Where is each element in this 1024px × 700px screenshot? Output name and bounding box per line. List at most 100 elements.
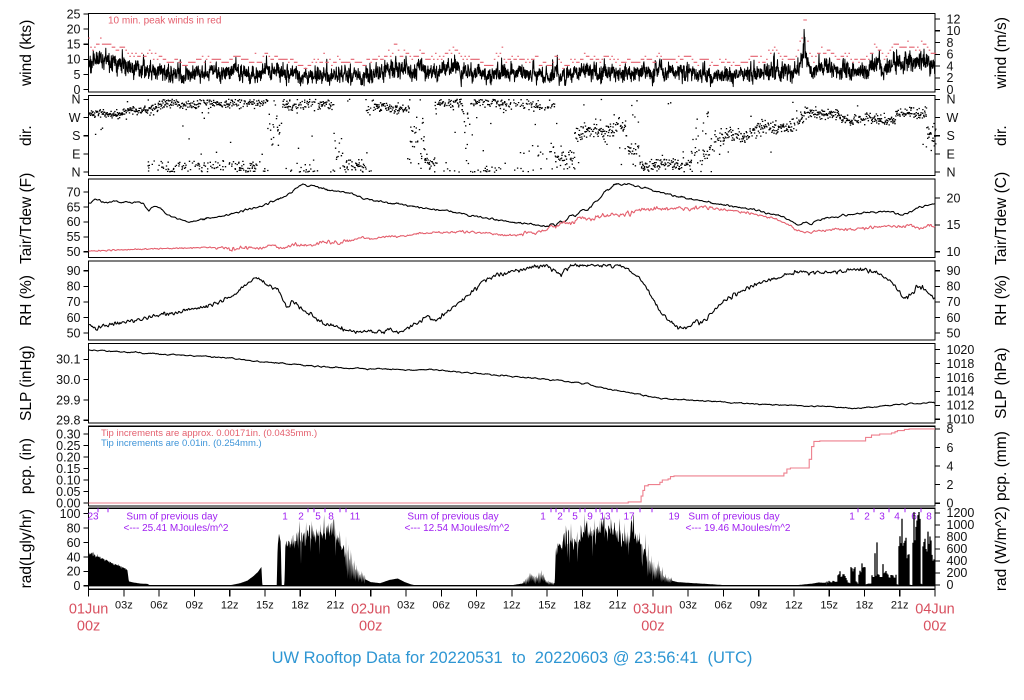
svg-text:06z: 06z — [432, 600, 450, 612]
svg-text:100: 100 — [60, 507, 81, 521]
svg-text:8: 8 — [947, 36, 954, 50]
svg-text:N: N — [71, 166, 80, 180]
svg-text:04Jun: 04Jun — [915, 602, 955, 618]
svg-text:rad (W/m^2): rad (W/m^2) — [993, 506, 1010, 591]
svg-text:1000: 1000 — [947, 518, 975, 532]
svg-text:rad(Lgly/hr): rad(Lgly/hr) — [18, 509, 35, 588]
svg-text:Tip increments are approx. 0.0: Tip increments are approx. 0.00171in. (0… — [101, 428, 317, 439]
svg-text:80: 80 — [67, 280, 81, 294]
svg-text:60: 60 — [947, 311, 961, 325]
svg-text:15z: 15z — [820, 600, 838, 612]
svg-text:2: 2 — [947, 478, 954, 492]
svg-text:80: 80 — [67, 521, 81, 535]
svg-text:1200: 1200 — [947, 506, 975, 520]
svg-text:0: 0 — [947, 578, 954, 592]
svg-text:1012: 1012 — [947, 399, 975, 413]
svg-text:200: 200 — [947, 566, 968, 580]
svg-text:0.00: 0.00 — [56, 496, 80, 510]
svg-text:0: 0 — [947, 83, 954, 97]
svg-text:6: 6 — [947, 441, 954, 455]
svg-text:10: 10 — [67, 53, 81, 67]
svg-text:10 min. peak winds in red: 10 min. peak winds in red — [108, 16, 221, 27]
svg-text:1: 1 — [282, 512, 288, 523]
svg-text:9: 9 — [587, 512, 593, 523]
svg-text:21z: 21z — [891, 600, 909, 612]
svg-text:S: S — [72, 129, 80, 143]
svg-text:25: 25 — [67, 7, 81, 21]
svg-text:0.20: 0.20 — [56, 450, 80, 464]
svg-text:70: 70 — [67, 295, 81, 309]
svg-text:0.25: 0.25 — [56, 439, 80, 453]
svg-text:29.8: 29.8 — [56, 414, 80, 428]
svg-text:09z: 09z — [468, 600, 486, 612]
svg-text:40: 40 — [67, 550, 81, 564]
svg-text:10: 10 — [947, 24, 961, 38]
svg-text:60: 60 — [67, 536, 81, 550]
svg-text:1020: 1020 — [947, 343, 975, 357]
svg-text:1018: 1018 — [947, 357, 975, 371]
svg-text:03z: 03z — [679, 600, 697, 612]
svg-text:5: 5 — [572, 512, 578, 523]
svg-text:90: 90 — [67, 264, 81, 278]
svg-text:0: 0 — [947, 497, 954, 511]
svg-text:0: 0 — [74, 83, 81, 97]
svg-text:00z: 00z — [923, 619, 946, 635]
svg-text:W: W — [69, 111, 81, 125]
svg-text:06z: 06z — [715, 600, 733, 612]
svg-text:03z: 03z — [115, 600, 133, 612]
svg-text:06z: 06z — [150, 600, 168, 612]
svg-text:E: E — [72, 147, 80, 161]
svg-text:2: 2 — [557, 512, 563, 523]
svg-text:15: 15 — [67, 38, 81, 52]
svg-text:50: 50 — [67, 245, 81, 259]
svg-text:19: 19 — [668, 512, 680, 523]
svg-text:12z: 12z — [785, 600, 803, 612]
svg-text:1: 1 — [849, 512, 855, 523]
svg-text:12: 12 — [947, 12, 961, 26]
svg-text:18z: 18z — [291, 600, 309, 612]
svg-text:00z: 00z — [77, 619, 100, 635]
svg-text:UW Rooftop Data for 20220531: UW Rooftop Data for 20220531 to 20220603… — [272, 649, 753, 667]
svg-text:1010: 1010 — [947, 413, 975, 427]
svg-text:29.9: 29.9 — [56, 393, 80, 407]
svg-text:60: 60 — [67, 311, 81, 325]
svg-text:Sum of previous day: Sum of previous day — [407, 512, 498, 523]
svg-text:17: 17 — [623, 512, 635, 523]
svg-text:1016: 1016 — [947, 371, 975, 385]
svg-text:20: 20 — [947, 191, 961, 205]
svg-text:70: 70 — [947, 295, 961, 309]
svg-text:Tip increments are 0.01in. (0.: Tip increments are 0.01in. (0.254mm.) — [101, 438, 262, 449]
svg-text:65: 65 — [67, 200, 81, 214]
svg-text:dir.: dir. — [18, 125, 35, 146]
svg-text:Tair/Tdew (C): Tair/Tdew (C) — [993, 172, 1010, 265]
svg-text:<--- 19.46 MJoules/m^2: <--- 19.46 MJoules/m^2 — [685, 523, 790, 534]
svg-text:2: 2 — [298, 512, 304, 523]
svg-text:03Jun: 03Jun — [633, 602, 673, 618]
svg-text:30.0: 30.0 — [56, 373, 80, 387]
svg-text:wind (kts): wind (kts) — [18, 20, 35, 87]
svg-text:4: 4 — [894, 512, 900, 523]
svg-text:3: 3 — [879, 512, 885, 523]
svg-text:09z: 09z — [750, 600, 768, 612]
svg-text:4: 4 — [947, 459, 954, 473]
svg-text:13: 13 — [599, 512, 611, 523]
svg-text:400: 400 — [947, 554, 968, 568]
svg-text:0.30: 0.30 — [56, 427, 80, 441]
svg-text:0.05: 0.05 — [56, 485, 80, 499]
svg-text:W: W — [947, 111, 959, 125]
svg-text:pcp. (mm): pcp. (mm) — [993, 431, 1010, 501]
svg-text:E: E — [947, 147, 955, 161]
svg-text:8: 8 — [947, 422, 954, 436]
svg-text:15z: 15z — [538, 600, 556, 612]
svg-text:SLP (hPa): SLP (hPa) — [993, 348, 1010, 419]
svg-text:15z: 15z — [256, 600, 274, 612]
svg-text:Sum of previous day: Sum of previous day — [688, 512, 779, 523]
svg-text:01Jun: 01Jun — [69, 602, 109, 618]
svg-text:1014: 1014 — [947, 385, 975, 399]
svg-text:N: N — [947, 93, 956, 107]
svg-text:2: 2 — [864, 512, 870, 523]
svg-text:RH (%): RH (%) — [993, 275, 1010, 326]
svg-text:Sum of previous day: Sum of previous day — [126, 512, 217, 523]
svg-text:00z: 00z — [641, 619, 664, 635]
svg-text:15: 15 — [947, 218, 961, 232]
